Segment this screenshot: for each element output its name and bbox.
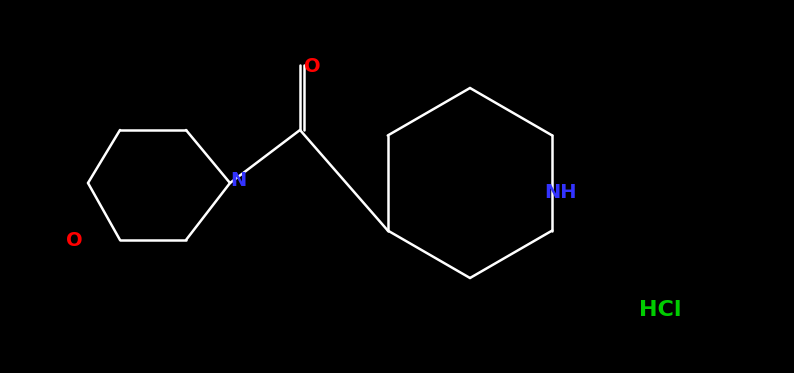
- Text: NH: NH: [544, 184, 576, 203]
- Text: O: O: [66, 231, 83, 250]
- Text: N: N: [230, 172, 246, 191]
- Text: HCl: HCl: [638, 300, 681, 320]
- Text: O: O: [303, 57, 320, 76]
